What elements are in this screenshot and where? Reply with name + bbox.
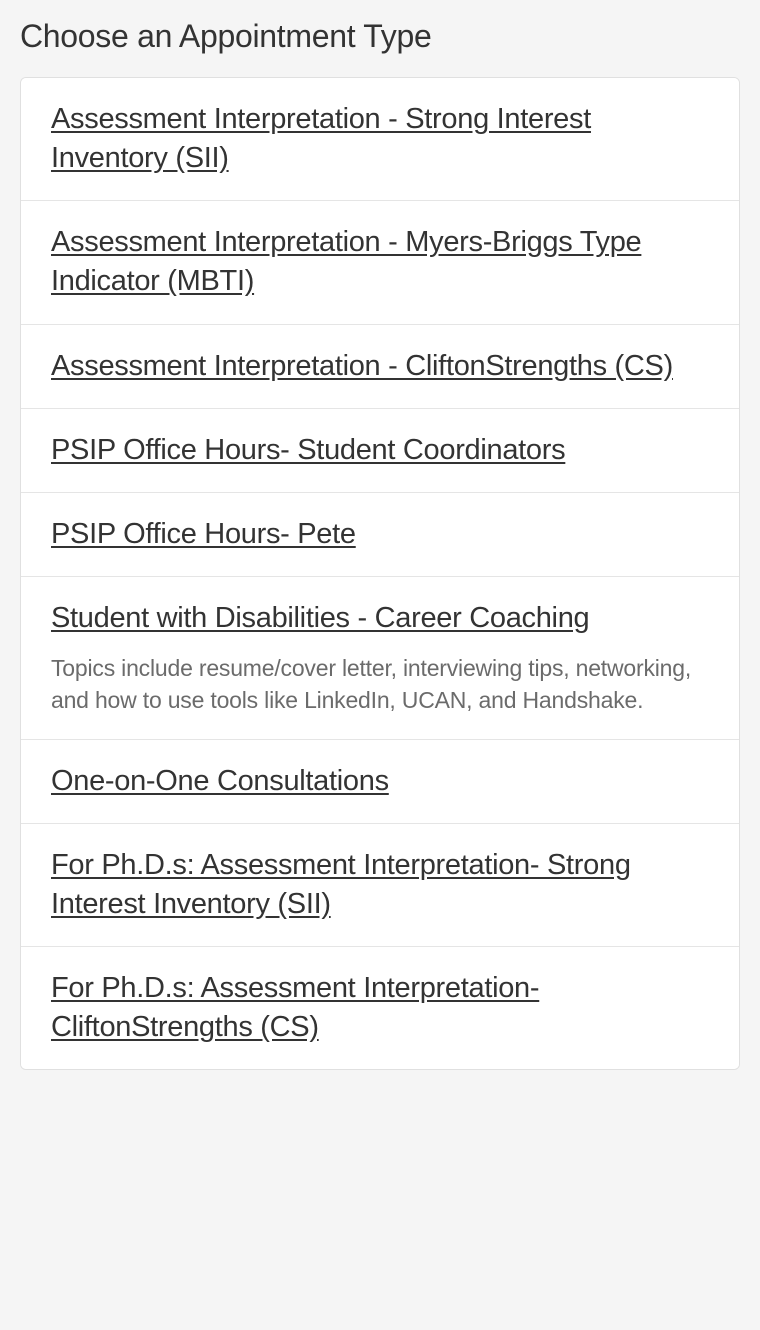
appointment-item[interactable]: Assessment Interpretation - Myers-Briggs… <box>21 201 739 324</box>
appointment-item[interactable]: Assessment Interpretation - Strong Inter… <box>21 78 739 201</box>
appointment-description: Topics include resume/cover letter, inte… <box>51 652 709 716</box>
appointment-item[interactable]: Assessment Interpretation - CliftonStren… <box>21 325 739 409</box>
appointment-item[interactable]: Student with Disabilities - Career Coach… <box>21 577 739 740</box>
appointment-link[interactable]: PSIP Office Hours- Student Coordinators <box>51 434 565 466</box>
page-title: Choose an Appointment Type <box>20 18 740 55</box>
appointment-link[interactable]: PSIP Office Hours- Pete <box>51 518 356 550</box>
appointment-link[interactable]: Assessment Interpretation - CliftonStren… <box>51 350 673 382</box>
appointment-link[interactable]: Assessment Interpretation - Myers-Briggs… <box>51 226 641 297</box>
appointment-type-list: Assessment Interpretation - Strong Inter… <box>20 77 740 1070</box>
appointment-item[interactable]: PSIP Office Hours- Pete <box>21 493 739 577</box>
appointment-link[interactable]: Student with Disabilities - Career Coach… <box>51 602 589 634</box>
appointment-link[interactable]: Assessment Interpretation - Strong Inter… <box>51 103 591 174</box>
appointment-item[interactable]: For Ph.D.s: Assessment Interpretation- C… <box>21 947 739 1069</box>
appointment-item[interactable]: One-on-One Consultations <box>21 740 739 824</box>
appointment-link[interactable]: For Ph.D.s: Assessment Interpretation- C… <box>51 972 539 1043</box>
appointment-link[interactable]: For Ph.D.s: Assessment Interpretation- S… <box>51 849 631 920</box>
appointment-link[interactable]: One-on-One Consultations <box>51 765 389 797</box>
appointment-item[interactable]: PSIP Office Hours- Student Coordinators <box>21 409 739 493</box>
appointment-item[interactable]: For Ph.D.s: Assessment Interpretation- S… <box>21 824 739 947</box>
